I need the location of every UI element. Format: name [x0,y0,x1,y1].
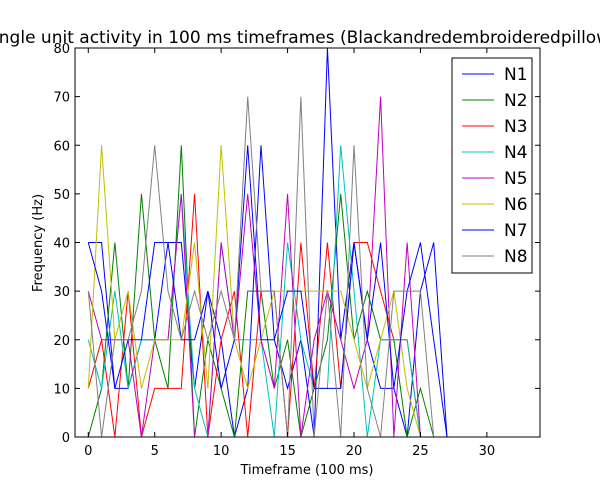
series-line-n3 [87,193,527,437]
legend-label: N3 [504,117,528,137]
x-tick-label: 5 [151,444,159,459]
legend-label: N1 [504,65,528,85]
series-line-n6 [87,145,527,437]
legend-label: N4 [504,143,528,163]
y-tick-label: 80 [53,42,70,57]
series-line-n7 [87,145,527,437]
chart-title: Single unit activity in 100 ms timeframe… [0,28,600,48]
series-line-n8 [87,96,527,437]
y-tick-label: 10 [53,382,70,397]
legend: N1 N2 N3 N4 N5 N6 N7 N8 [451,57,533,274]
x-tick-label: 15 [279,444,296,459]
x-axis-label: Timeframe (100 ms) [239,463,373,478]
y-tick-label: 0 [62,431,70,446]
series-line-n2 [87,145,527,437]
legend-label: N5 [504,169,528,189]
legend-label: N7 [504,221,528,241]
legend-label: N6 [504,195,528,215]
axis-ticks: 0 5 10 15 20 25 30 0 10 20 30 40 50 60 70 80 [53,42,540,459]
plot-area [87,48,527,437]
y-axis-label: Frequency (Hz) [31,194,46,292]
y-tick-label: 30 [53,285,70,300]
y-tick-label: 20 [53,334,70,349]
y-tick-label: 70 [53,91,70,106]
legend-label: N2 [504,91,528,111]
x-tick-label: 25 [412,444,429,459]
x-tick-label: 20 [346,444,363,459]
y-tick-label: 40 [53,237,70,252]
x-tick-label: 10 [213,444,230,459]
legend-label: N8 [504,247,528,267]
x-tick-label: 30 [479,444,496,459]
x-tick-label: 0 [84,444,92,459]
y-tick-label: 60 [53,139,70,154]
legend-box [451,57,533,274]
y-tick-label: 50 [53,188,70,203]
